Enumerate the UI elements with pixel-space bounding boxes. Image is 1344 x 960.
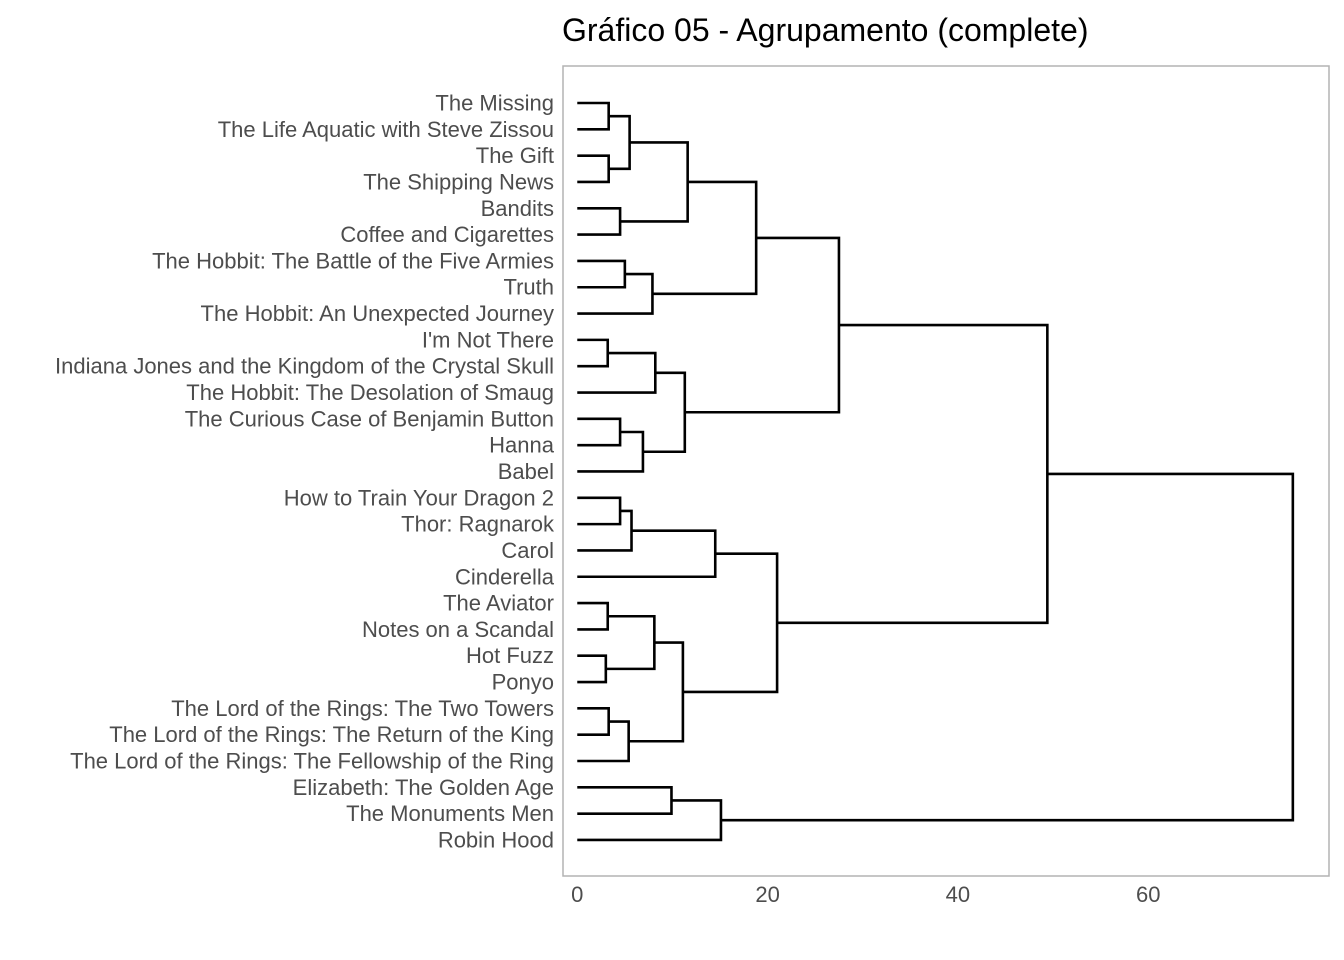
leaf-label: Coffee and Cigarettes	[340, 222, 554, 247]
leaf-label: Bandits	[481, 196, 554, 221]
leaf-label: Carol	[501, 538, 554, 563]
leaf-label: Notes on a Scandal	[362, 617, 554, 642]
leaf-label: I'm Not There	[422, 327, 554, 352]
leaf-label: The Gift	[476, 143, 554, 168]
x-tick-label: 20	[755, 882, 779, 907]
dendrogram-link-5	[620, 141, 689, 223]
chart-title: Gráfico 05 - Agrupamento (complete)	[562, 12, 1088, 48]
leaf-label: Babel	[498, 459, 554, 484]
leaf-label: Thor: Ragnarok	[401, 512, 555, 537]
leaf-label: Hanna	[489, 433, 555, 458]
leaf-label: Truth	[503, 275, 554, 300]
leaf-label: The Aviator	[443, 591, 554, 616]
leaf-label: The Hobbit: An Unexpected Journey	[201, 301, 554, 326]
dendrogram-link-28	[720, 472, 1295, 822]
leaf-label: Hot Fuzz	[466, 643, 554, 668]
leaf-label: Robin Hood	[438, 827, 554, 852]
leaf-label: Ponyo	[492, 670, 554, 695]
dendrogram-link-25	[777, 323, 1049, 625]
dendrogram-link-22	[577, 720, 630, 763]
leaf-label: The Missing	[435, 91, 554, 116]
x-axis-ticks: 0 20 40 60	[571, 882, 1160, 907]
leaf-label: Elizabeth: The Golden Age	[293, 775, 554, 800]
leaf-label: The Lord of the Rings: The Two Towers	[171, 696, 554, 721]
x-tick-label: 60	[1136, 882, 1160, 907]
x-tick-label: 0	[571, 882, 583, 907]
leaf-label: How to Train Your Dragon 2	[284, 485, 554, 510]
plot-panel	[562, 65, 1330, 877]
dendrogram-link-8	[652, 180, 758, 296]
leaf-label: The Life Aquatic with Steve Zissou	[218, 117, 554, 142]
dendrogram-link-12	[577, 430, 645, 473]
leaf-label: The Hobbit: The Desolation of Smaug	[186, 380, 554, 405]
leaf-label: The Lord of the Rings: The Return of the…	[109, 722, 554, 747]
leaf-label: Indiana Jones and the Kingdom of the Cry…	[55, 354, 554, 379]
dendrogram-link-4	[577, 206, 622, 236]
dendrogram-links	[577, 101, 1295, 842]
dendrogram-link-20	[605, 614, 656, 671]
leaf-label: The Lord of the Rings: The Fellowship of…	[70, 749, 554, 774]
leaf-label: The Curious Case of Benjamin Button	[185, 406, 554, 431]
dendrogram-link-17	[577, 529, 717, 579]
dendrogram-link-14	[684, 236, 841, 414]
leaf-label: The Shipping News	[363, 169, 554, 194]
leaf-label: Cinderella	[455, 564, 555, 589]
leaf-label: The Monuments Men	[346, 801, 554, 826]
x-tick-label: 40	[946, 882, 970, 907]
dendrogram-link-15	[577, 496, 622, 526]
dendrogram-link-24	[682, 552, 779, 694]
leaf-label: The Hobbit: The Battle of the Five Armie…	[152, 248, 554, 273]
dendrogram-link-11	[577, 417, 622, 447]
